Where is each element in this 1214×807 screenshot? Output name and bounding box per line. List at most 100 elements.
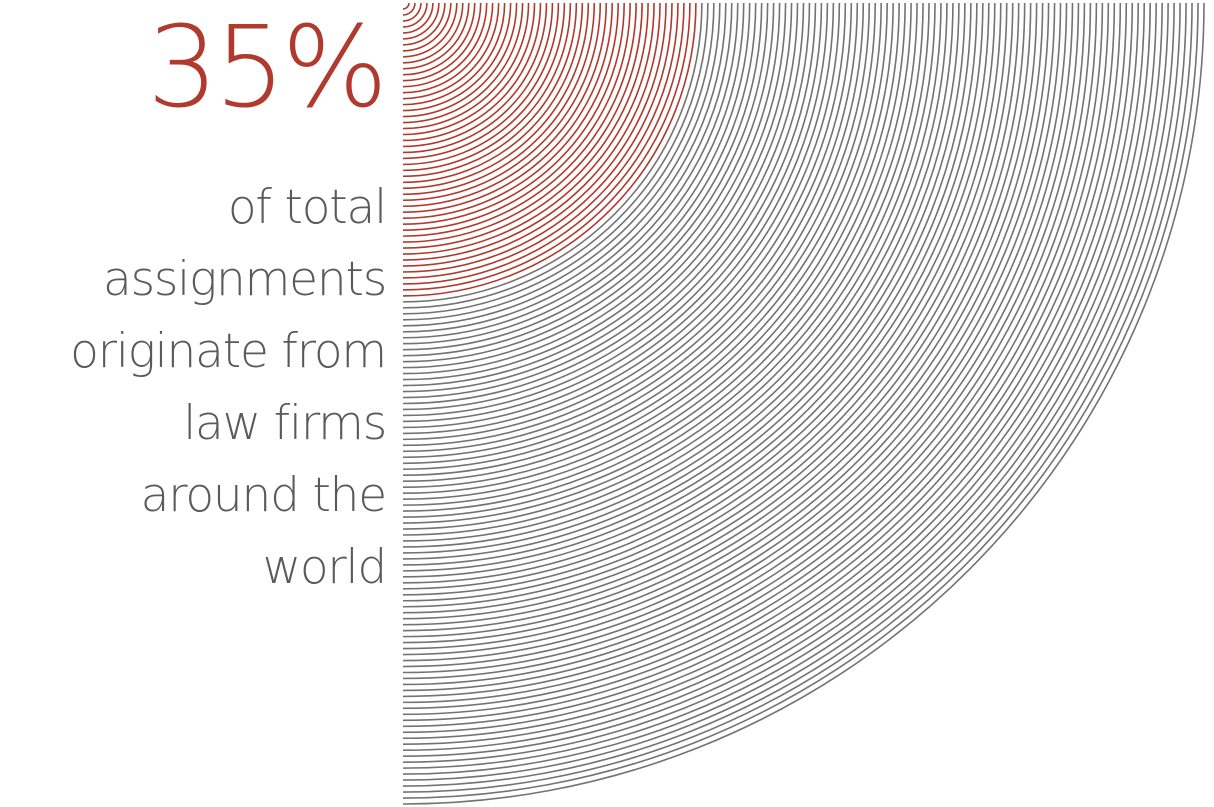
accent-arc bbox=[402, 2, 625, 225]
stat-block: 35% of total assignments originate from … bbox=[0, 0, 388, 807]
base-arc bbox=[402, 2, 1098, 698]
accent-arc bbox=[402, 2, 673, 273]
base-arc bbox=[402, 2, 1116, 716]
accent-arc bbox=[402, 2, 542, 142]
base-arc bbox=[402, 2, 865, 465]
base-arc bbox=[402, 2, 727, 327]
base-arc bbox=[402, 2, 1157, 757]
base-arc bbox=[402, 2, 769, 369]
base-arc bbox=[402, 2, 1044, 644]
accent-arc bbox=[402, 2, 619, 219]
base-arc bbox=[402, 2, 936, 536]
accent-arc bbox=[402, 2, 482, 82]
accent-arc bbox=[402, 2, 614, 214]
accent-arc bbox=[402, 2, 524, 124]
accent-arc bbox=[402, 2, 518, 118]
accent-arc bbox=[402, 2, 410, 10]
stat-value: 35% bbox=[147, 3, 388, 133]
base-arc bbox=[402, 2, 948, 548]
base-arc bbox=[402, 2, 954, 554]
base-arc bbox=[402, 2, 841, 441]
base-arc bbox=[402, 2, 1020, 620]
base-arc bbox=[402, 2, 799, 399]
accent-arc bbox=[402, 2, 500, 100]
base-arc bbox=[402, 2, 1032, 632]
base-arc bbox=[402, 2, 1074, 674]
base-arc bbox=[402, 2, 1199, 799]
accent-arc bbox=[402, 2, 584, 184]
base-arc bbox=[402, 2, 1110, 710]
stat-caption-line: originate from bbox=[70, 324, 387, 379]
base-arc bbox=[402, 2, 894, 494]
accent-arc bbox=[402, 2, 602, 202]
accent-arc bbox=[402, 2, 536, 136]
base-arc bbox=[402, 2, 823, 423]
accent-arc bbox=[402, 2, 434, 34]
base-arc bbox=[402, 2, 793, 393]
accent-arc bbox=[402, 2, 566, 166]
base-arc bbox=[402, 2, 859, 459]
accent-arc bbox=[402, 2, 458, 58]
base-arc bbox=[402, 2, 1187, 787]
accent-arc bbox=[402, 2, 572, 172]
base-arc bbox=[402, 2, 805, 405]
base-arc bbox=[402, 2, 787, 387]
base-arc bbox=[402, 2, 984, 584]
base-arc bbox=[402, 2, 1146, 746]
accent-arc bbox=[402, 2, 560, 160]
accent-arc bbox=[402, 2, 416, 16]
base-arc bbox=[402, 2, 990, 590]
base-arc bbox=[402, 2, 1086, 686]
base-arc bbox=[402, 2, 1169, 769]
accent-arc bbox=[402, 2, 667, 267]
base-arc bbox=[402, 2, 960, 560]
stat-caption: of total assignments originate from law … bbox=[0, 172, 388, 604]
accent-arc bbox=[402, 2, 476, 76]
stat-caption-line: of total bbox=[227, 180, 387, 235]
accent-arc bbox=[402, 2, 440, 40]
accent-arc bbox=[402, 2, 428, 28]
accent-arc bbox=[402, 2, 506, 106]
base-arc bbox=[402, 2, 1122, 722]
base-arc bbox=[402, 2, 1104, 704]
base-arc bbox=[402, 2, 1038, 638]
base-arc bbox=[402, 2, 1163, 763]
accent-arc bbox=[402, 2, 649, 249]
base-arc bbox=[402, 2, 817, 417]
base-arc bbox=[402, 2, 775, 375]
base-arc bbox=[402, 2, 883, 483]
base-arc bbox=[402, 2, 877, 477]
accent-arc bbox=[402, 2, 548, 148]
base-arc bbox=[402, 2, 1128, 728]
stat-caption-line: law firms bbox=[183, 396, 387, 451]
base-arc bbox=[402, 2, 853, 453]
stat-caption-line: around the bbox=[140, 468, 388, 523]
accent-arc bbox=[402, 2, 655, 255]
base-arc bbox=[402, 2, 847, 447]
accent-arc bbox=[402, 2, 464, 64]
base-arc bbox=[402, 2, 1080, 680]
base-arc bbox=[402, 2, 709, 309]
accent-arc bbox=[402, 2, 697, 297]
base-arc bbox=[402, 2, 888, 488]
base-arc bbox=[402, 2, 739, 339]
base-arc bbox=[402, 2, 835, 435]
base-arc bbox=[402, 2, 906, 506]
base-arc bbox=[402, 2, 703, 303]
accent-arc bbox=[402, 2, 637, 237]
base-arc bbox=[402, 2, 1026, 626]
base-arc bbox=[402, 2, 763, 363]
accent-arc bbox=[402, 2, 494, 94]
base-arc bbox=[402, 2, 733, 333]
base-arc bbox=[402, 2, 1140, 740]
accent-arc bbox=[402, 2, 691, 291]
base-arc bbox=[402, 2, 721, 321]
accent-arc bbox=[402, 2, 661, 261]
base-arc bbox=[402, 2, 972, 572]
accent-arc bbox=[402, 2, 470, 70]
base-arc bbox=[402, 2, 1181, 781]
base-arc bbox=[402, 2, 1193, 793]
base-arc bbox=[402, 2, 900, 500]
base-arc bbox=[402, 2, 1092, 692]
